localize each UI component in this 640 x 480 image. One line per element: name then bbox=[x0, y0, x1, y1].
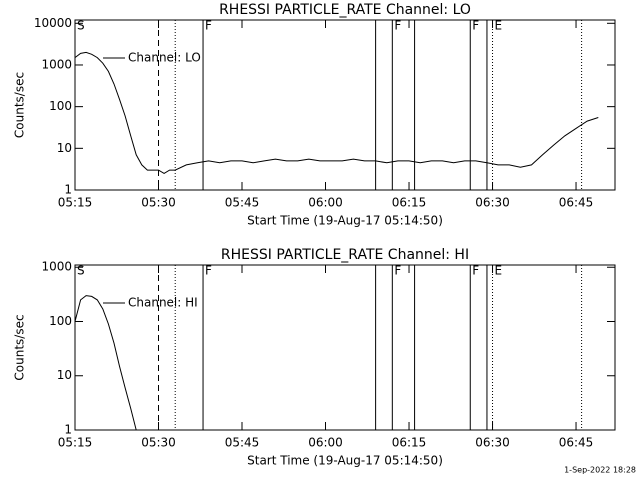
y-tick-label: 1 bbox=[64, 183, 72, 197]
y-axis-label: Counts/sec bbox=[13, 314, 27, 380]
y-axis-label: Counts/sec bbox=[13, 72, 27, 138]
x-tick-label: 05:30 bbox=[141, 436, 176, 450]
y-tick-label: 100 bbox=[49, 99, 72, 113]
marker-label: F bbox=[394, 264, 401, 278]
y-tick-label: 10 bbox=[57, 368, 72, 382]
x-tick-label: 06:45 bbox=[559, 436, 594, 450]
x-tick-label: 06:15 bbox=[392, 436, 427, 450]
y-tick-label: 1 bbox=[64, 423, 72, 437]
x-axis-label: Start Time (19-Aug-17 05:14:50) bbox=[247, 214, 443, 228]
x-tick-label: 06:30 bbox=[475, 196, 510, 210]
y-tick-label: 10 bbox=[57, 141, 72, 155]
y-tick-label: 10000 bbox=[34, 16, 72, 30]
marker-label: F bbox=[205, 264, 212, 278]
x-tick-label: 05:45 bbox=[225, 436, 260, 450]
marker-label: F bbox=[472, 19, 479, 33]
x-axis-label: Start Time (19-Aug-17 05:14:50) bbox=[247, 454, 443, 468]
y-tick-label: 100 bbox=[49, 314, 72, 328]
data-line bbox=[74, 51, 599, 174]
x-tick-label: 06:15 bbox=[392, 196, 427, 210]
x-tick-label: 06:45 bbox=[559, 196, 594, 210]
marker-label: F bbox=[394, 19, 401, 33]
y-tick-label: 1000 bbox=[41, 260, 72, 274]
chart-title: RHESSI PARTICLE_RATE Channel: LO bbox=[219, 2, 471, 18]
x-tick-label: 06:30 bbox=[475, 436, 510, 450]
legend-label: Channel: LO bbox=[128, 51, 201, 65]
x-tick-label: 05:45 bbox=[225, 196, 260, 210]
footer: 1-Sep-2022 18:28 bbox=[564, 466, 636, 475]
chart-title: RHESSI PARTICLE_RATE Channel: HI bbox=[221, 247, 469, 263]
x-tick-label: 05:30 bbox=[141, 196, 176, 210]
x-tick-label: 06:00 bbox=[308, 436, 343, 450]
legend-label: Channel: HI bbox=[128, 296, 198, 310]
marker-label: S bbox=[77, 19, 85, 33]
data-line bbox=[74, 295, 137, 431]
marker-label: F bbox=[205, 19, 212, 33]
plot-frame bbox=[74, 19, 616, 191]
y-tick-label: 1000 bbox=[41, 57, 72, 71]
x-tick-label: 05:15 bbox=[58, 196, 93, 210]
marker-label: S bbox=[77, 264, 85, 278]
plot-frame bbox=[74, 264, 616, 431]
x-tick-label: 05:15 bbox=[58, 436, 93, 450]
marker-label: F bbox=[472, 264, 479, 278]
marker-label: E bbox=[495, 264, 503, 278]
marker-label: E bbox=[495, 19, 503, 33]
x-tick-label: 06:00 bbox=[308, 196, 343, 210]
